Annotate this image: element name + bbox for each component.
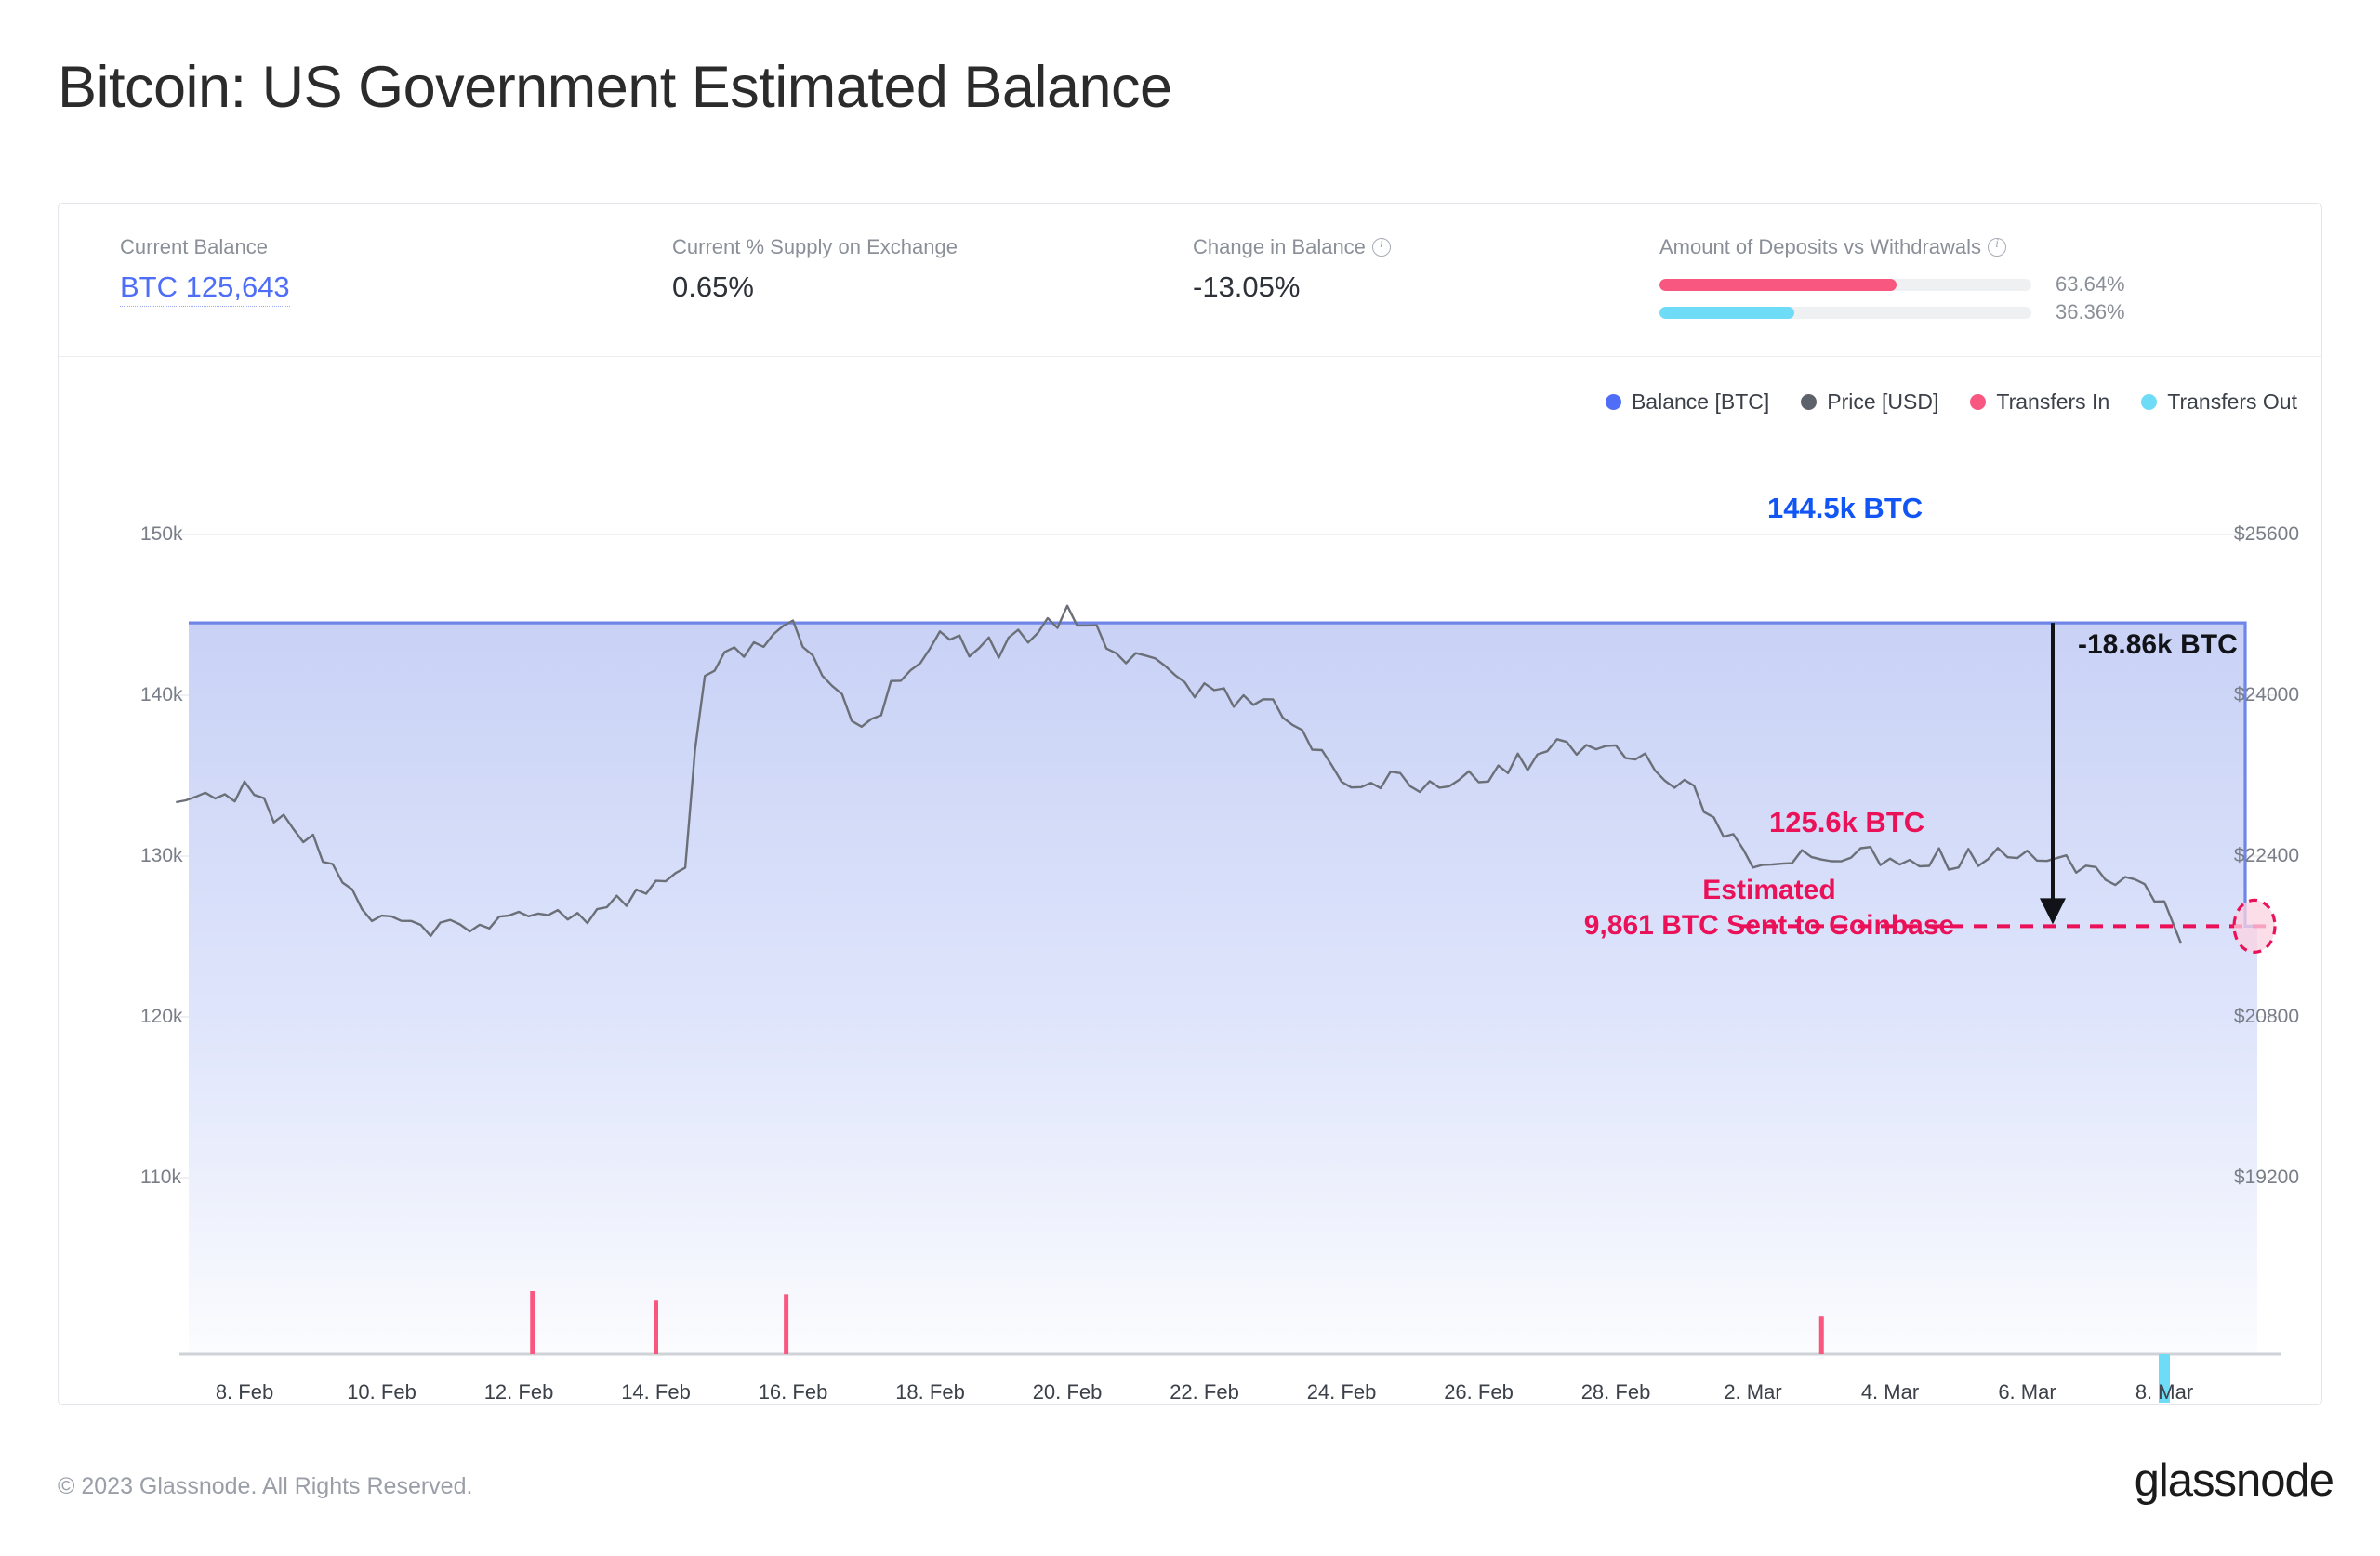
info-icon[interactable] xyxy=(1371,237,1391,257)
change-in-balance-value: -13.05% xyxy=(1193,270,1301,304)
annotation-note-line1: Estimated xyxy=(1702,875,1836,905)
chart-legend: Balance [BTC] Price [USD] Transfers In Tran… xyxy=(1605,389,2297,415)
stat-current-balance: Current Balance BTC 125,643 xyxy=(120,235,290,308)
legend-color-dot xyxy=(1970,394,1987,410)
y-axis-left-tick: 150k xyxy=(140,523,183,545)
legend-label: Transfers In xyxy=(1996,389,2110,414)
info-icon[interactable] xyxy=(1988,237,2007,257)
x-axis-tick: 28. Feb xyxy=(1580,1380,1651,1404)
annotation-balance-low: 125.6k BTC xyxy=(1769,806,1925,838)
stat-deposits-vs-withdrawals: Amount of Deposits vs Withdrawals 63.64%… xyxy=(1659,235,2125,326)
y-axis-left-tick: 120k xyxy=(140,1006,183,1027)
withdrawals-bar-fill xyxy=(1659,306,1795,319)
y-axis-right-tick: $25600 xyxy=(2233,523,2299,545)
stat-label: Current Balance xyxy=(120,235,268,258)
y-axis-right-tick: $24000 xyxy=(2233,684,2299,705)
deposits-withdrawals-bars: 63.64% 36.36% xyxy=(1659,270,2125,326)
y-axis-right-tick: $20800 xyxy=(2233,1006,2299,1027)
legend-color-dot xyxy=(1801,394,1818,410)
withdrawals-bar-track xyxy=(1659,306,2031,319)
current-balance-value[interactable]: BTC 125,643 xyxy=(120,270,290,308)
stat-label: Current % Supply on Exchange xyxy=(672,235,958,258)
x-axis-tick: 6. Mar xyxy=(1998,1380,2056,1404)
legend-item-price-usd[interactable]: Price [USD] xyxy=(1801,389,1938,415)
legend-label: Balance [BTC] xyxy=(1631,389,1770,414)
deposits-pct: 63.64% xyxy=(2056,272,2125,297)
plot-area: glassnode 150k140k130k120k110k$25600$240… xyxy=(59,443,2321,1406)
y-axis-right-tick: $22400 xyxy=(2233,845,2299,866)
supply-on-exchange-value: 0.65% xyxy=(672,270,754,304)
stat-label: Change in Balance xyxy=(1193,235,1391,259)
deposits-bar-fill xyxy=(1659,278,1897,291)
stat-label: Amount of Deposits vs Withdrawals xyxy=(1659,235,2125,259)
y-axis-left-tick: 110k xyxy=(140,1167,181,1188)
withdrawals-bar-row: 36.36% xyxy=(1659,298,2125,326)
page-title: Bitcoin: US Government Estimated Balance xyxy=(58,55,1172,120)
x-axis-tick: 8. Feb xyxy=(215,1380,274,1404)
x-axis-tick: 4. Mar xyxy=(1860,1380,1920,1404)
footer-copyright: © 2023 Glassnode. All Rights Reserved. xyxy=(58,1473,473,1499)
x-axis-tick: 8. Mar xyxy=(2135,1380,2194,1404)
annotation-delta: -18.86k BTC xyxy=(2078,629,2238,660)
annotation-balance-high: 144.5k BTC xyxy=(1767,492,1924,524)
legend-item-balance-btc[interactable]: Balance [BTC] xyxy=(1605,389,1770,415)
legend-item-transfers-in[interactable]: Transfers In xyxy=(1970,389,2109,415)
x-axis-tick: 20. Feb xyxy=(1032,1380,1103,1404)
legend-item-transfers-out[interactable]: Transfers Out xyxy=(2141,389,2297,415)
x-axis-tick: 26. Feb xyxy=(1444,1380,1514,1404)
y-axis-left-tick: 130k xyxy=(140,845,183,866)
x-axis-tick: 2. Mar xyxy=(1724,1380,1782,1404)
x-axis-tick: 24. Feb xyxy=(1306,1380,1377,1404)
y-axis-right-tick: $19200 xyxy=(2233,1167,2299,1188)
deposits-bar-row: 63.64% xyxy=(1659,270,2125,298)
stats-strip: Current Balance BTC 125,643 Current % Su… xyxy=(59,204,2321,357)
stat-supply-on-exchange: Current % Supply on Exchange 0.65% xyxy=(672,235,958,304)
y-axis-left-tick: 140k xyxy=(140,684,183,705)
chart-card: Current Balance BTC 125,643 Current % Su… xyxy=(58,203,2322,1405)
x-axis-tick: 18. Feb xyxy=(895,1380,965,1404)
x-axis-tick: 16. Feb xyxy=(758,1380,828,1404)
glassnode-logo: glassnode xyxy=(2134,1456,2334,1506)
x-axis-tick: 22. Feb xyxy=(1170,1380,1239,1404)
x-axis-tick: 14. Feb xyxy=(621,1380,691,1404)
stat-change-in-balance: Change in Balance -13.05% xyxy=(1193,235,1391,304)
x-axis-tick: 12. Feb xyxy=(483,1380,554,1404)
deposits-bar-track xyxy=(1659,278,2031,291)
annotation-coinbase-note: Estimated 9,861 BTC Sent to Coinbase xyxy=(1584,873,1954,943)
legend-color-dot xyxy=(2141,394,2158,410)
legend-color-dot xyxy=(1605,394,1621,410)
x-axis-tick: 10. Feb xyxy=(347,1380,416,1404)
annotation-note-line2: 9,861 BTC Sent to Coinbase xyxy=(1583,909,1955,941)
chart-canvas xyxy=(176,534,2281,1403)
legend-label: Price [USD] xyxy=(1827,389,1939,414)
legend-label: Transfers Out xyxy=(2167,389,2297,414)
withdrawals-pct: 36.36% xyxy=(2056,300,2125,324)
